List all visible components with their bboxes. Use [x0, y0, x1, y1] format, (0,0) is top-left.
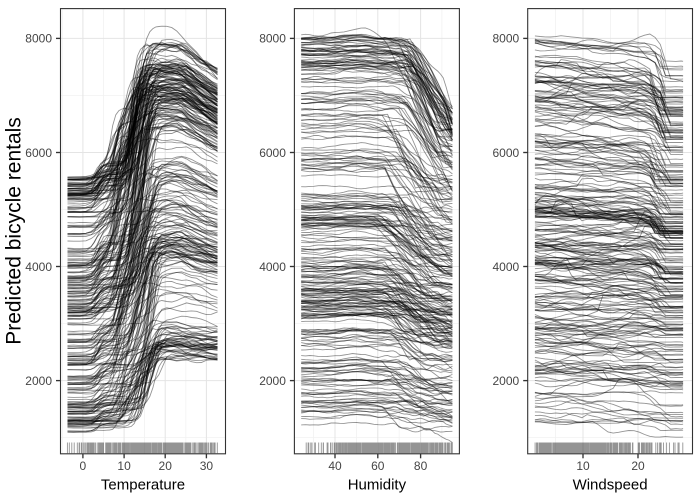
- svg-text:2000: 2000: [492, 374, 519, 388]
- svg-text:0: 0: [80, 459, 87, 473]
- svg-text:Humidity: Humidity: [348, 477, 407, 494]
- svg-text:40: 40: [328, 459, 342, 473]
- svg-text:2000: 2000: [259, 374, 286, 388]
- svg-text:20: 20: [631, 459, 645, 473]
- svg-text:8000: 8000: [492, 32, 519, 46]
- svg-text:30: 30: [200, 459, 214, 473]
- svg-text:80: 80: [414, 459, 428, 473]
- svg-text:2000: 2000: [25, 374, 52, 388]
- svg-text:6000: 6000: [259, 146, 286, 160]
- svg-text:4000: 4000: [259, 260, 286, 274]
- svg-text:Predicted bicycle rentals: Predicted bicycle rentals: [3, 117, 26, 345]
- svg-text:4000: 4000: [25, 260, 52, 274]
- svg-text:6000: 6000: [492, 146, 519, 160]
- svg-text:8000: 8000: [25, 32, 52, 46]
- svg-text:Temperature: Temperature: [101, 477, 185, 494]
- svg-text:10: 10: [576, 459, 590, 473]
- svg-text:Windspeed: Windspeed: [573, 477, 648, 494]
- svg-text:8000: 8000: [259, 32, 286, 46]
- svg-text:6000: 6000: [25, 146, 52, 160]
- svg-text:10: 10: [117, 459, 131, 473]
- svg-text:4000: 4000: [492, 260, 519, 274]
- svg-text:20: 20: [159, 459, 173, 473]
- svg-text:60: 60: [371, 459, 385, 473]
